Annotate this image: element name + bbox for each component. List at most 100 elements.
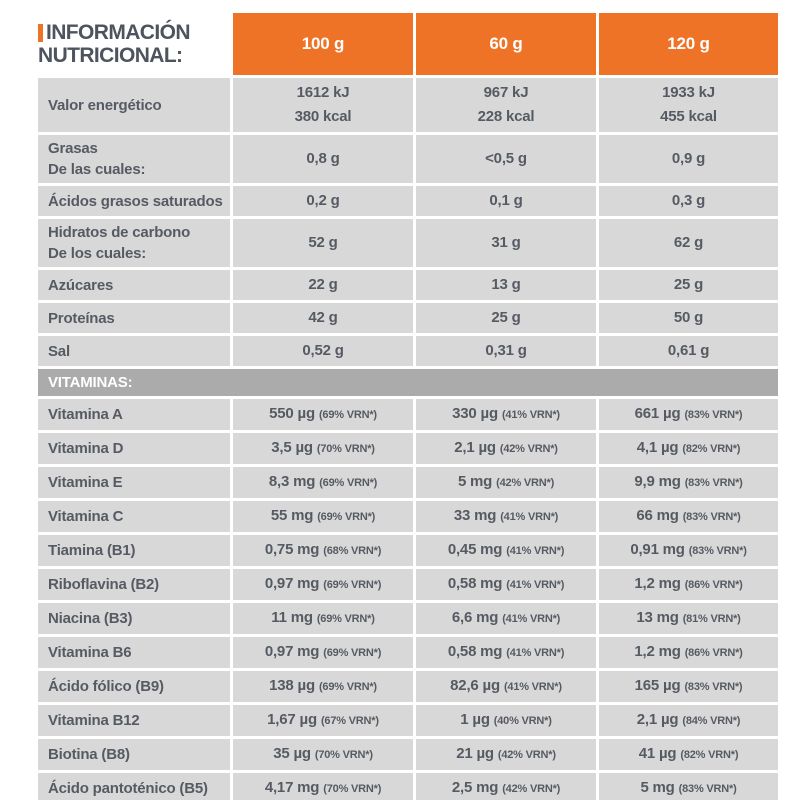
vitamin-row: Vitamina C 55 mg (69% VRN*) 33 mg (41% VRN*)…	[38, 501, 778, 532]
row-label-text: Ácidos grasos saturados	[48, 192, 223, 210]
value-line: 11 mg (69% VRN*)	[271, 606, 375, 631]
vitamin-row: Vitamina A 550 µg (69% VRN*) 330 µg (41% VRN…	[38, 399, 778, 430]
value-cell: 3,5 µg (70% VRN*)	[233, 433, 413, 464]
vitamin-row: Biotina (B8) 35 µg (70% VRN*) 21 µg (42% VRN…	[38, 739, 778, 770]
row-label: Riboflavina (B2)	[38, 569, 230, 600]
value-line: 165 µg (83% VRN*)	[635, 674, 743, 699]
row-label: Sal	[38, 336, 230, 366]
value-line: 1,67 µg (67% VRN*)	[267, 708, 379, 733]
column-header-60g: 60 g	[416, 13, 596, 75]
value-cell: 0,45 mg (41% VRN*)	[416, 535, 596, 566]
value-amount: 1,67 µg	[267, 711, 317, 728]
value-amount: 41 µg	[638, 745, 677, 762]
table-row: Proteínas 42 g 25 g 50 g	[38, 303, 778, 333]
value-vrn-percent: (83% VRN*)	[684, 477, 743, 489]
value-vrn-percent: (86% VRN*)	[684, 647, 743, 659]
value-cell: 13 mg (81% VRN*)	[599, 603, 778, 634]
value-line: 2,1 µg (84% VRN*)	[637, 708, 741, 733]
row-label: Vitamina E	[38, 467, 230, 498]
value-text: 967 kJ	[483, 84, 529, 101]
value-line: 8,3 mg (69% VRN*)	[269, 470, 377, 495]
value-cell: 66 mg (83% VRN*)	[599, 501, 778, 532]
value-amount: 8,3 mg	[268, 473, 316, 490]
value-amount: 2,1 µg	[454, 439, 496, 456]
value-vrn-percent: (70% VRN*)	[314, 749, 373, 761]
value-amount: 21 µg	[456, 745, 494, 762]
row-label-text: Ácido fólico (B9)	[48, 678, 164, 695]
value-amount: 0,58 mg	[447, 643, 503, 660]
vitamin-row: Vitamina B12 1,67 µg (67% VRN*) 1 µg (40% VR…	[38, 705, 778, 736]
value-cell: 1,2 mg (86% VRN*)	[599, 569, 778, 600]
value-cell: 22 g	[233, 270, 413, 300]
value-amount: 5 mg	[640, 779, 675, 796]
value-line: 33 mg (41% VRN*)	[454, 504, 558, 529]
value-cell: 25 g	[599, 270, 778, 300]
value-cell: 25 g	[416, 303, 596, 333]
value-vrn-percent: (86% VRN*)	[684, 579, 743, 591]
row-label: Vitamina D	[38, 433, 230, 464]
value-cell: 2,1 µg (42% VRN*)	[416, 433, 596, 464]
value-line: 1 µg (40% VRN*)	[460, 708, 552, 733]
value-cell: 2,1 µg (84% VRN*)	[599, 705, 778, 736]
value-vrn-percent: (69% VRN*)	[319, 477, 378, 489]
value-vrn-percent: (41% VRN*)	[506, 579, 565, 591]
row-label-text: Vitamina E	[48, 474, 123, 491]
macro-rows-section: Valor energético 1612 kJ 380 kcal 967 kJ 228…	[38, 78, 778, 366]
value-line: 2,5 mg (42% VRN*)	[452, 776, 560, 800]
value-cell: 0,9 g	[599, 135, 778, 183]
value-cell: 0,1 g	[416, 186, 596, 216]
row-label-text: Riboflavina (B2)	[48, 576, 159, 593]
value-cell: 50 g	[599, 303, 778, 333]
title-text-1: INFORMACIÓN	[46, 21, 190, 44]
value-line: 9,9 mg (83% VRN*)	[634, 470, 742, 495]
value-cell: 55 mg (69% VRN*)	[233, 501, 413, 532]
vitamin-row: Vitamina B6 0,97 mg (69% VRN*) 0,58 mg (41% …	[38, 637, 778, 668]
row-label: Niacina (B3)	[38, 603, 230, 634]
value-text: 0,31 g	[485, 342, 527, 359]
value-line: 13 mg (81% VRN*)	[636, 606, 740, 631]
value-vrn-percent: (69% VRN*)	[323, 579, 382, 591]
value-cell: 661 µg (83% VRN*)	[599, 399, 778, 430]
value-vrn-percent: (83% VRN*)	[678, 783, 737, 795]
value-vrn-percent: (83% VRN*)	[684, 409, 743, 421]
value-text: 1612 kJ	[296, 84, 350, 101]
row-label-text: Valor energético	[48, 96, 162, 114]
value-cell: 0,3 g	[599, 186, 778, 216]
value-vrn-percent: (41% VRN*)	[502, 613, 561, 625]
value-cell: 0,75 mg (68% VRN*)	[233, 535, 413, 566]
value-cell: 0,97 mg (69% VRN*)	[233, 569, 413, 600]
value-line: 41 µg (82% VRN*)	[639, 742, 739, 767]
value-amount: 0,58 mg	[447, 575, 503, 592]
value-cell: <0,5 g	[416, 135, 596, 183]
table-row: Hidratos de carbono De los cuales: 52 g 31 …	[38, 219, 778, 267]
title-line-1: INFORMACIÓN	[38, 21, 226, 44]
value-cell: 0,31 g	[416, 336, 596, 366]
value-cell: 6,6 mg (41% VRN*)	[416, 603, 596, 634]
table-header-row: INFORMACIÓN NUTRICIONAL: 100 g 60 g 120 …	[38, 13, 778, 75]
value-vrn-percent: (69% VRN*)	[323, 647, 382, 659]
value-line: 35 µg (70% VRN*)	[273, 742, 373, 767]
value-vrn-percent: (83% VRN*)	[688, 545, 747, 557]
row-label-text: Vitamina B6	[48, 644, 132, 661]
value-vrn-percent: (41% VRN*)	[503, 681, 562, 693]
value-cell: 82,6 µg (41% VRN*)	[416, 671, 596, 702]
row-label-text: Grasas	[48, 140, 98, 157]
value-vrn-percent: (82% VRN*)	[680, 749, 739, 761]
value-line: 82,6 µg (41% VRN*)	[450, 674, 562, 699]
row-label-text: Biotina (B8)	[48, 746, 130, 763]
row-label: Tiamina (B1)	[38, 535, 230, 566]
row-label-text: Vitamina C	[48, 508, 124, 525]
value-text: 50 g	[673, 309, 704, 326]
row-label-text: Vitamina A	[48, 406, 123, 423]
value-text: 0,8 g	[306, 150, 340, 167]
value-vrn-percent: (42% VRN*)	[499, 443, 558, 455]
row-label: Hidratos de carbono De los cuales:	[38, 219, 230, 267]
value-line: 0,58 mg (41% VRN*)	[447, 572, 565, 597]
value-cell: 0,52 g	[233, 336, 413, 366]
value-vrn-percent: (81% VRN*)	[682, 613, 741, 625]
value-vrn-percent: (83% VRN*)	[682, 511, 741, 523]
vitamin-row: Tiamina (B1) 0,75 mg (68% VRN*) 0,45 mg (41%…	[38, 535, 778, 566]
value-amount: 0,97 mg	[264, 643, 320, 660]
column-header-60g-label: 60 g	[489, 34, 523, 53]
value-cell: 4,17 mg (70% VRN*)	[233, 773, 413, 800]
